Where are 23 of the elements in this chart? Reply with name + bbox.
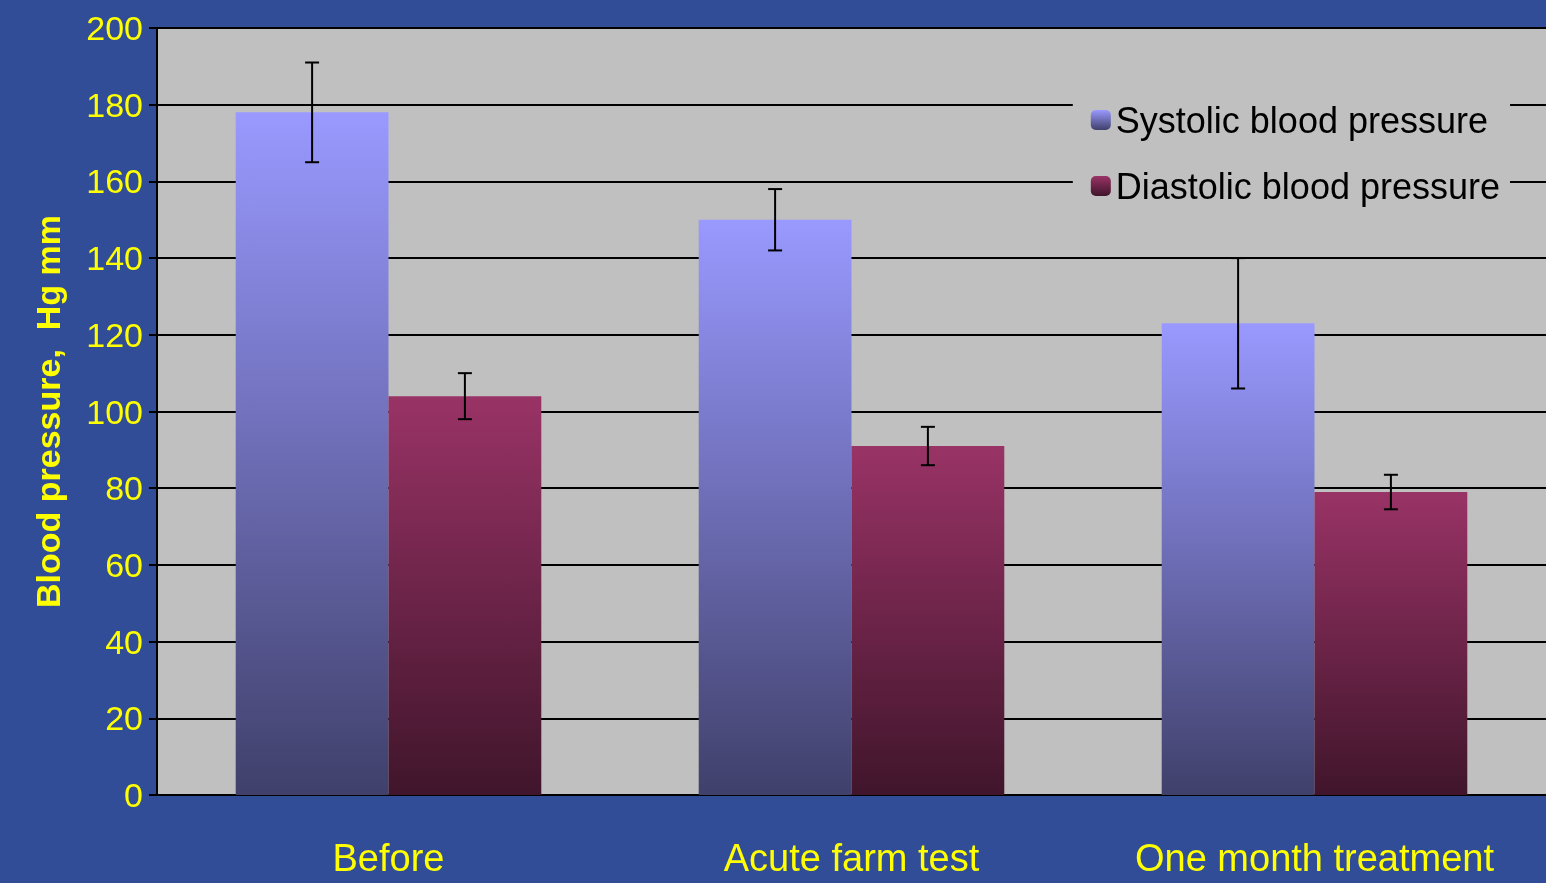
bar (851, 446, 1005, 795)
bar (1161, 323, 1315, 795)
y-tick-label: 180 (86, 85, 143, 124)
y-tick-label: 60 (105, 545, 143, 584)
legend-label: Systolic blood pressure (1115, 99, 1488, 141)
y-tick-label: 20 (105, 699, 143, 738)
x-tick-label: Before (332, 837, 445, 879)
bar (698, 219, 852, 795)
y-tick-label: 160 (86, 162, 143, 201)
x-tick-label: Acute farm test (723, 837, 980, 879)
bar (388, 396, 542, 795)
y-tick-label: 140 (86, 239, 143, 278)
y-tick-label: 40 (105, 622, 143, 661)
bar (235, 112, 389, 795)
y-tick-label: 100 (86, 392, 143, 431)
y-tick-label: 200 (86, 9, 143, 47)
y-tick-label: 120 (86, 315, 143, 354)
x-tick-label: One month treatment (1134, 837, 1495, 879)
y-tick-label: 80 (105, 469, 143, 508)
y-tick-label: 0 (124, 776, 143, 814)
y-axis-title: Blood pressure, Hg mm (29, 215, 67, 608)
bar (1314, 492, 1468, 795)
legend-label: Diastolic blood pressure (1115, 165, 1500, 207)
